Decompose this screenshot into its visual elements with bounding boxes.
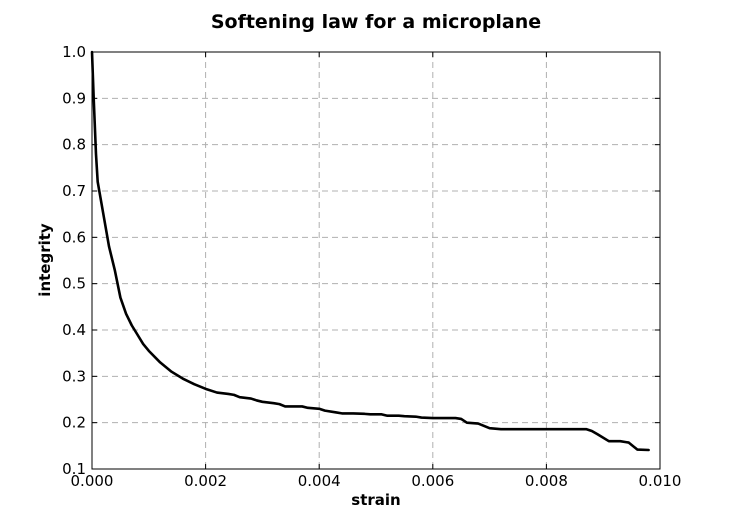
- y-tick-label: 0.7: [62, 182, 86, 200]
- x-tick-label: 0.008: [525, 472, 568, 490]
- x-tick-label: 0.004: [298, 472, 341, 490]
- y-tick-label: 0.1: [62, 460, 86, 478]
- series-line-0: [90, 50, 650, 452]
- y-tick-label: 1.0: [62, 43, 86, 61]
- chart-title: Softening law for a microplane: [211, 11, 541, 33]
- tick-layer: 0.000 0.002 0.004 0.006 0.008 0.010 0.1 0.2 0.3 0…: [62, 43, 681, 490]
- y-axis-label: integrity: [36, 223, 54, 297]
- y-tick-label: 0.4: [62, 321, 86, 339]
- y-tick-label: 0.2: [62, 414, 86, 432]
- y-tick-label: 0.3: [62, 367, 86, 385]
- series-layer: [90, 50, 650, 452]
- y-tick-label: 0.9: [62, 89, 86, 107]
- y-tick-label: 0.5: [62, 275, 86, 293]
- x-tick-label: 0.002: [184, 472, 227, 490]
- x-tick-label: 0.010: [639, 472, 682, 490]
- grid-layer: [92, 52, 660, 469]
- y-tick-label: 0.6: [62, 228, 86, 246]
- y-tick-label: 0.8: [62, 136, 86, 154]
- x-axis-label: strain: [351, 491, 400, 509]
- x-tick-label: 0.000: [71, 472, 114, 490]
- x-tick-label: 0.006: [411, 472, 454, 490]
- plot-frame: [91, 51, 661, 470]
